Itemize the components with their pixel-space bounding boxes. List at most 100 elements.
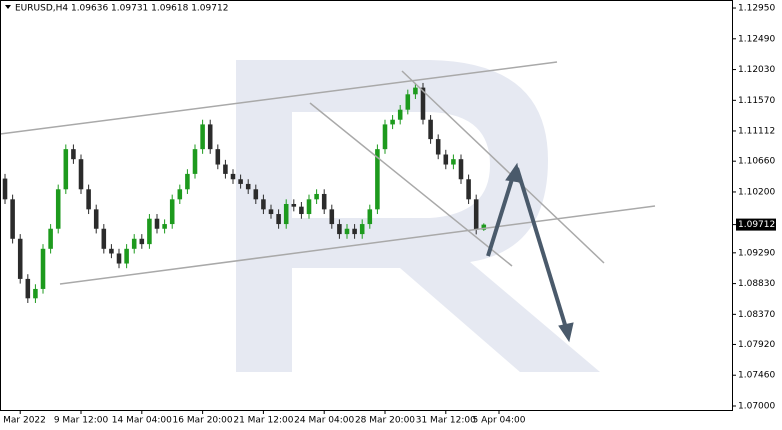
y-tick-label: 1.08830 — [738, 279, 775, 289]
candle-body — [207, 124, 213, 150]
x-tick-label: 4 Mar 2022 — [0, 416, 46, 426]
plot-border — [0, 0, 733, 411]
x-tick-label: 14 Mar 04:00 — [112, 416, 172, 426]
candle-body — [268, 209, 274, 215]
candle-body — [420, 87, 426, 120]
candle-body — [451, 159, 456, 165]
candle-body — [337, 224, 342, 235]
candle-body — [17, 238, 23, 279]
candle-body — [481, 224, 487, 230]
candle-body — [2, 178, 8, 200]
x-tick-label: 5 Apr 04:00 — [473, 416, 526, 426]
y-tick-label: 1.11570 — [738, 96, 775, 106]
y-tick-label: 1.07460 — [738, 371, 775, 381]
x-tick-label: 24 Mar 04:00 — [294, 416, 354, 426]
y-tick-label: 1.11112 — [738, 126, 775, 136]
candle-body — [71, 149, 76, 160]
candle-body — [185, 173, 190, 190]
channel-lower — [59, 205, 656, 285]
y-tick-label: 1.09290 — [738, 248, 775, 258]
chart-title: EURUSD,H4 1.09636 1.09731 1.09618 1.0971… — [15, 4, 228, 14]
candle-body — [405, 94, 411, 110]
candle-body — [154, 218, 160, 229]
y-tick-label: 1.12030 — [738, 65, 775, 75]
candle-body — [291, 203, 297, 207]
y-tick-label: 1.08370 — [738, 310, 775, 320]
y-tick-label: 1.07920 — [738, 340, 775, 350]
candle-body — [131, 238, 137, 249]
candle-body — [321, 193, 327, 210]
x-tick-label: 28 Mar 20:00 — [355, 416, 415, 426]
candle-body — [382, 124, 388, 150]
current-price-box — [736, 218, 776, 231]
candle-body — [314, 193, 319, 200]
candle-body — [253, 189, 259, 200]
down-channel-upper — [401, 70, 605, 264]
candle-body — [48, 228, 53, 249]
forecast-arrows — [486, 162, 574, 343]
candle-body — [139, 238, 145, 245]
down-channel-lower — [309, 102, 513, 267]
candle-body — [466, 179, 471, 200]
candle-body — [261, 199, 266, 210]
candle-body — [397, 109, 403, 120]
candle-body — [458, 159, 464, 180]
x-tick-label: 16 Mar 20:00 — [173, 416, 233, 426]
candle-body — [10, 199, 15, 239]
candle-body — [33, 288, 38, 299]
candle-body — [238, 179, 243, 184]
candle-body — [283, 203, 289, 225]
candle-body — [276, 214, 281, 225]
candle-body — [93, 209, 99, 229]
candle-body — [230, 173, 236, 180]
candle-body — [116, 253, 122, 264]
candle-body — [245, 183, 251, 190]
candle-body — [55, 189, 61, 229]
candle-body — [109, 248, 114, 254]
candle-body — [192, 149, 198, 174]
candle-body — [329, 209, 335, 225]
candle-body — [473, 199, 479, 230]
candle-body — [63, 149, 69, 190]
y-tick-label: 1.12490 — [738, 34, 775, 44]
candle-body — [101, 228, 107, 249]
x-tick-label: 21 Mar 12:00 — [233, 416, 293, 426]
trend-lines — [0, 61, 656, 285]
candle-body — [367, 209, 373, 225]
candle-body — [299, 206, 304, 215]
candle-body — [200, 124, 205, 150]
candle-body — [215, 149, 221, 165]
arrow-head — [558, 322, 574, 343]
candle-body — [443, 154, 449, 165]
candle-body — [352, 228, 357, 235]
watermark — [236, 60, 600, 372]
candle-body — [223, 164, 228, 174]
plot-area — [2, 82, 487, 303]
arrow-up — [486, 175, 515, 257]
candle-body — [40, 248, 46, 289]
y-tick-label: 1.10200 — [738, 187, 775, 197]
candle-body — [359, 224, 365, 235]
y-tick-label: 1.10660 — [738, 157, 775, 167]
candle-body — [78, 159, 84, 190]
current-price-label: 1.09712 — [738, 220, 775, 230]
candle-body — [147, 218, 152, 245]
candle-body — [177, 189, 183, 200]
y-tick-label: 1.12950 — [738, 4, 775, 14]
candle-body — [169, 199, 175, 225]
candle-body — [435, 139, 441, 155]
candle-body — [86, 189, 91, 210]
candle-body — [413, 87, 418, 95]
candle-body — [390, 119, 395, 125]
menu-icon — [5, 5, 11, 9]
candle-body — [124, 248, 129, 264]
arrow-down — [515, 167, 568, 329]
y-tick-label: 1.07000 — [738, 401, 775, 411]
channel-upper — [0, 61, 558, 135]
candle-body — [344, 228, 350, 235]
candle-body — [162, 224, 167, 229]
candle-body — [375, 149, 380, 210]
candle-body — [25, 278, 31, 299]
candle-body — [428, 119, 433, 140]
